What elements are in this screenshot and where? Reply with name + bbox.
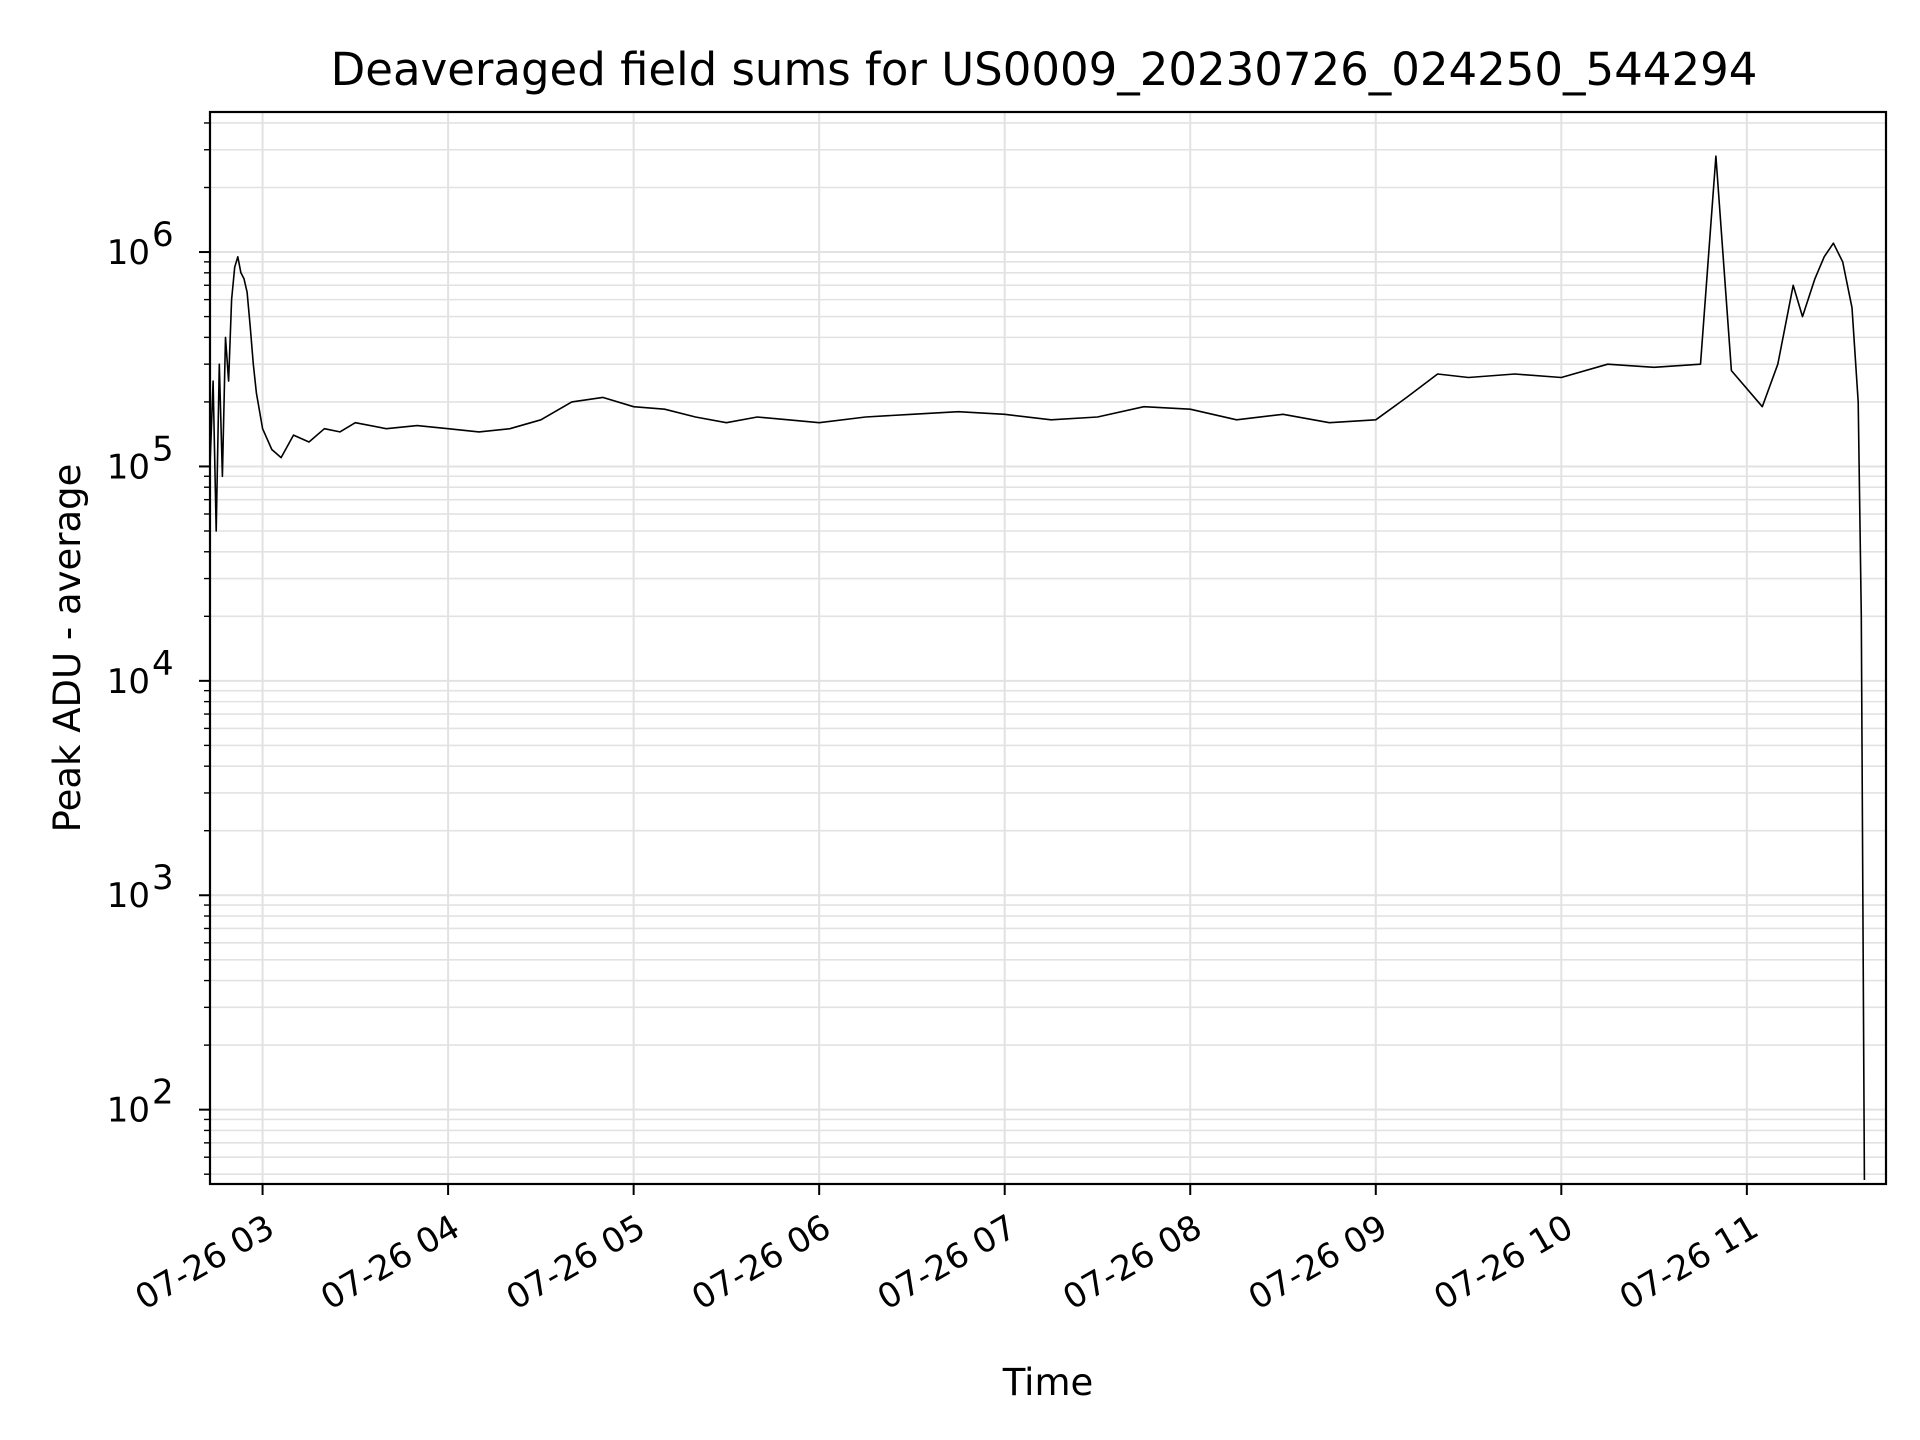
y-tick-label: 10 bbox=[107, 447, 150, 487]
axes-frame bbox=[208, 110, 1888, 1186]
chart-title: Deaveraged field sums for US0009_2023072… bbox=[331, 43, 1758, 96]
y-tick-label-exponent: 3 bbox=[152, 858, 174, 898]
y-tick-label: 10 bbox=[107, 1091, 150, 1131]
y-tick-label: 10 bbox=[107, 233, 150, 273]
y-tick-label-exponent: 4 bbox=[152, 644, 174, 684]
x-axis-label: Time bbox=[1002, 1361, 1094, 1404]
series-line bbox=[209, 155, 1866, 1181]
y-tick-label-exponent: 2 bbox=[152, 1073, 174, 1113]
grid-layer bbox=[210, 112, 1886, 1184]
y-tick-label: 10 bbox=[107, 876, 150, 916]
y-tick-label-exponent: 6 bbox=[152, 215, 174, 255]
y-axis-label: Peak ADU - average bbox=[46, 464, 89, 833]
y-tick-label-exponent: 5 bbox=[152, 429, 174, 469]
series-layer bbox=[209, 155, 1866, 1181]
y-tick-label: 10 bbox=[107, 662, 150, 702]
